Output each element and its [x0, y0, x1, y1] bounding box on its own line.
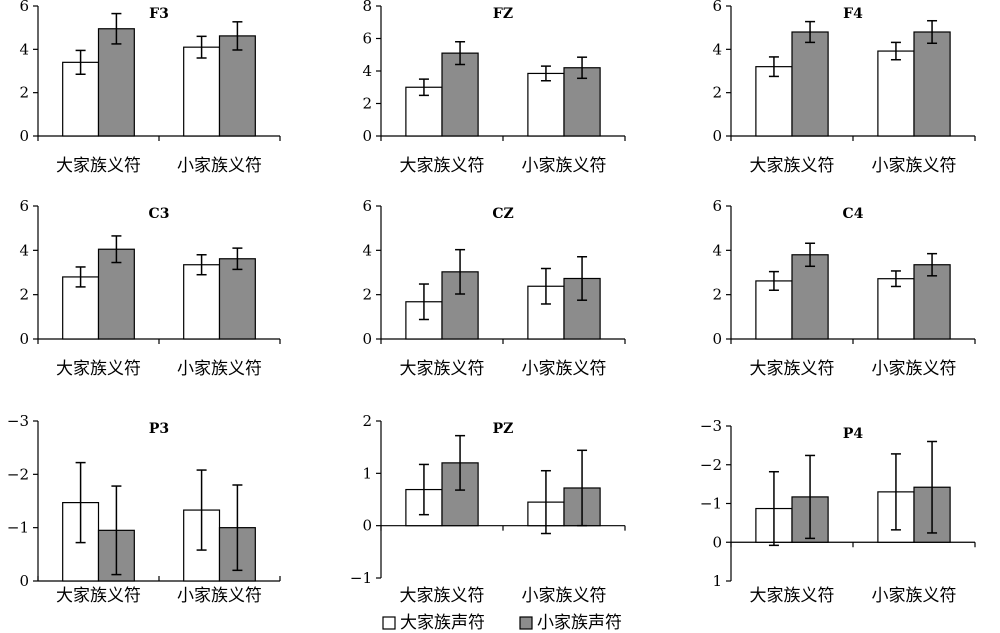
chart-panel-c4: 0 2 4 6 C4 大家族义符 小家族义符	[712, 197, 976, 379]
y-tick-label: 0	[712, 127, 722, 145]
y-tick-label: 6	[712, 0, 722, 15]
legend-label-large-family: 大家族声符	[400, 613, 485, 633]
y-tick-label: 0	[19, 572, 29, 590]
category-label: 小家族义符	[872, 359, 957, 379]
chart-panel-p4: −3 −2 −1 0 1 P4 大家族义符 小家族义符	[700, 417, 976, 606]
panel-title: P4	[843, 426, 864, 442]
panel-title: C4	[843, 206, 864, 222]
y-tick-label: 8	[362, 0, 372, 15]
y-tick-label: 0	[712, 330, 722, 348]
bar-small-family-2	[563, 67, 601, 137]
y-tick-label: 6	[19, 197, 29, 215]
chart-panel-fz: 0 2 4 6 8 FZ 大家族义符 小家族义符	[362, 0, 626, 176]
y-tick-label: 6	[362, 30, 372, 48]
panel-title: F4	[843, 6, 863, 22]
bar-small-family-2	[218, 35, 256, 137]
y-tick-label: 1	[362, 464, 372, 482]
bar-small-family-1	[791, 254, 829, 340]
y-tick-label: −3	[7, 412, 29, 430]
y-tick-label: 4	[19, 40, 29, 58]
bar-large-family-1	[755, 66, 793, 137]
y-tick-label: 6	[712, 197, 722, 215]
category-label: 小家族义符	[177, 586, 262, 606]
y-tick-label: 6	[19, 0, 29, 15]
category-label: 大家族义符	[56, 359, 141, 379]
category-label: 小家族义符	[522, 586, 607, 606]
y-tick-label: 2	[362, 286, 372, 304]
legend-label-small-family: 小家族声符	[537, 613, 622, 633]
chart-panel-cz: 0 2 4 6 CZ 大家族义符 小家族义符	[362, 197, 626, 379]
chart-panel-f4: 0 2 4 6 F4 大家族义符 小家族义符	[712, 0, 976, 176]
bar-large-family-2	[183, 264, 221, 340]
y-tick-label: −3	[700, 417, 722, 435]
category-label: 小家族义符	[522, 359, 607, 379]
legend: 大家族声符 小家族声符	[382, 613, 622, 633]
y-tick-label: −1	[7, 519, 29, 537]
y-tick-label: 0	[19, 127, 29, 145]
category-label: 小家族义符	[872, 156, 957, 176]
panel-title: FZ	[493, 6, 513, 22]
bar-small-family-2	[218, 258, 256, 340]
y-tick-label: 0	[712, 533, 722, 551]
y-tick-label: 4	[19, 241, 29, 259]
y-tick-label: 0	[362, 127, 372, 145]
bar-large-family-2	[877, 278, 915, 340]
chart-panel-pz: −1 0 1 2 PZ 大家族义符 小家族义符	[350, 412, 626, 606]
bar-small-family-1	[791, 31, 829, 137]
category-label: 大家族义符	[400, 359, 485, 379]
y-tick-label: 2	[712, 84, 722, 102]
panel-title: F3	[149, 6, 169, 22]
y-tick-label: −1	[350, 569, 372, 587]
y-tick-label: 2	[712, 286, 722, 304]
category-label: 小家族义符	[872, 586, 957, 606]
bar-small-family-1	[97, 28, 135, 137]
y-tick-label: −2	[700, 456, 722, 474]
y-tick-label: 0	[19, 330, 29, 348]
y-tick-label: 2	[19, 286, 29, 304]
category-label: 小家族义符	[522, 156, 607, 176]
chart-panel-p3: 0 −1 −2 −3 P3 大家族义符 小家族义符	[7, 412, 281, 606]
y-tick-label: 2	[19, 84, 29, 102]
legend-swatch-large-family	[382, 616, 396, 630]
category-label: 小家族义符	[177, 359, 262, 379]
y-tick-label: 4	[362, 62, 372, 80]
bar-large-family-2	[183, 46, 221, 137]
category-label: 大家族义符	[56, 156, 141, 176]
bar-large-family-2	[877, 50, 915, 137]
bar-small-family-2	[913, 31, 951, 137]
y-tick-label: 6	[362, 197, 372, 215]
category-label: 大家族义符	[56, 586, 141, 606]
category-label: 大家族义符	[750, 586, 835, 606]
bar-large-family-2	[527, 72, 565, 137]
y-tick-label: 0	[362, 330, 372, 348]
y-tick-label: 2	[362, 412, 372, 430]
chart-panel-c3: 0 2 4 6 C3 大家族义符 小家族义符	[19, 197, 281, 379]
panel-title: C3	[149, 206, 170, 222]
category-label: 大家族义符	[750, 156, 835, 176]
legend-swatch-small-family	[519, 616, 533, 630]
chart-panel-f3: 0 2 4 6 F3 大家族义符 小家族义符	[19, 0, 281, 176]
panel-title: P3	[149, 421, 169, 437]
y-tick-label: 4	[712, 40, 722, 58]
panel-title: PZ	[493, 421, 514, 437]
category-label: 大家族义符	[750, 359, 835, 379]
y-tick-label: 4	[712, 241, 722, 259]
category-label: 小家族义符	[177, 156, 262, 176]
y-tick-label: 1	[712, 572, 722, 590]
panel-title: CZ	[492, 206, 513, 222]
y-tick-label: 4	[362, 241, 372, 259]
y-tick-label: 2	[362, 95, 372, 113]
y-tick-label: 0	[362, 517, 372, 535]
y-tick-label: −2	[7, 465, 29, 483]
bar-small-family-1	[441, 52, 479, 137]
category-label: 大家族义符	[400, 586, 485, 606]
category-label: 大家族义符	[400, 156, 485, 176]
y-tick-label: −1	[700, 495, 722, 513]
